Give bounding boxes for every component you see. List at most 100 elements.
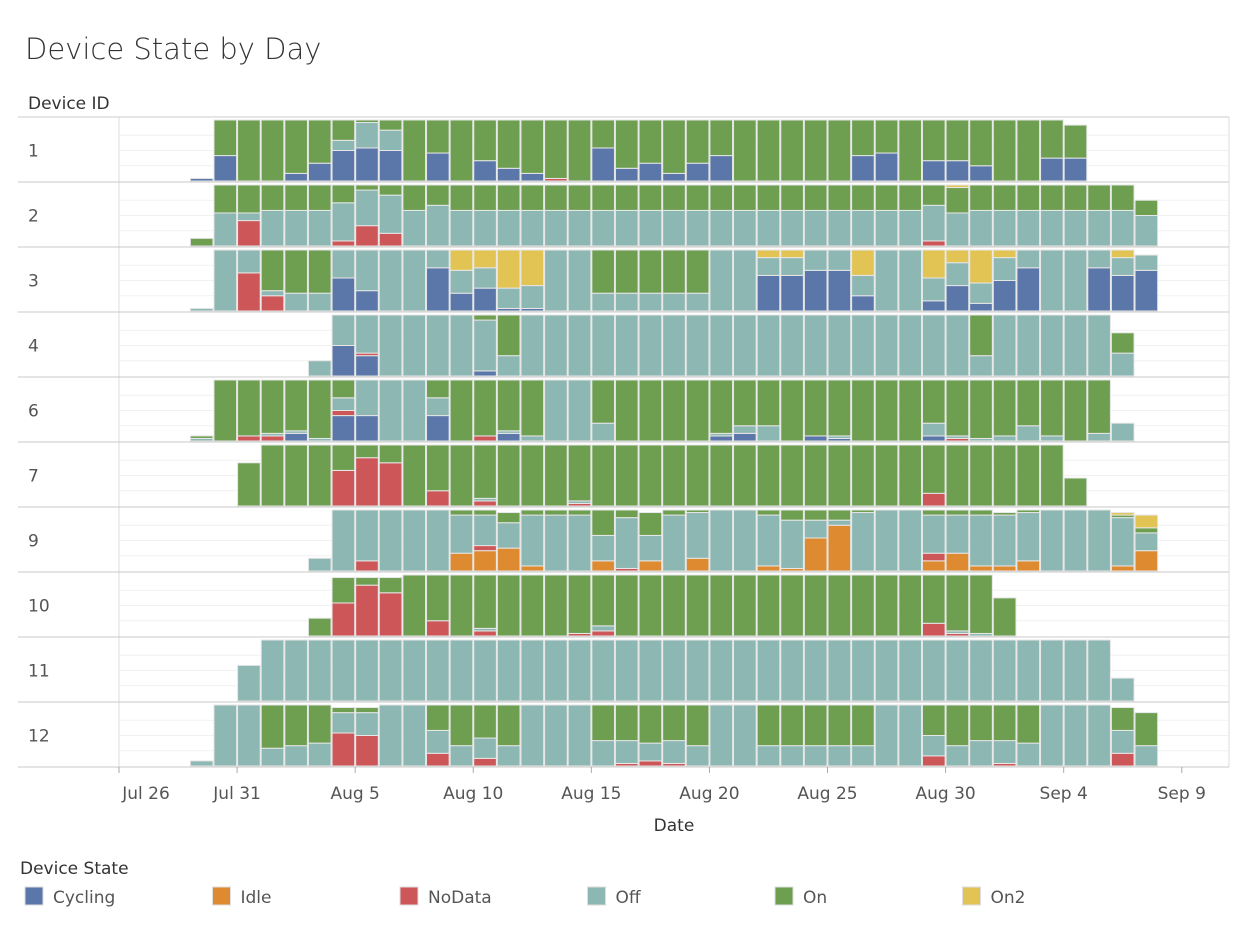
bar-segment: [945, 704, 970, 747]
bar-segment: [307, 444, 332, 507]
bar-segment: [567, 379, 592, 442]
bar-segment: [1110, 184, 1135, 211]
facet-label: 6: [28, 402, 39, 422]
bar-segment: [662, 514, 686, 572]
bar-segment: [307, 292, 332, 312]
x-tick-label: Aug 10: [443, 784, 503, 804]
bar-segment: [945, 552, 970, 572]
bar-segment: [591, 509, 615, 536]
bar-segment: [520, 704, 545, 767]
bar-segment: [969, 165, 993, 182]
bar-segment: [331, 410, 356, 417]
bar-segment: [733, 639, 757, 702]
bar-segment: [496, 639, 521, 702]
bar-segment: [638, 162, 663, 182]
bar-segment: [945, 379, 970, 437]
bar-segment: [449, 704, 474, 747]
bar-segment: [213, 379, 238, 442]
bar-segment: [969, 184, 993, 211]
bar-segment: [213, 119, 238, 157]
bar-segment: [685, 162, 710, 182]
bar-segment: [426, 249, 450, 269]
bar-segment: [898, 574, 922, 637]
bar-segment: [945, 184, 970, 189]
bar-segment: [1040, 444, 1064, 507]
bar-segment: [1087, 314, 1111, 377]
bar-segment: [614, 119, 639, 169]
bar-segment: [921, 249, 946, 279]
bar-segment: [709, 704, 734, 767]
bar-segment: [874, 509, 899, 572]
bar-segment: [638, 379, 663, 442]
bar-segment: [1016, 314, 1041, 377]
legend-swatch: [962, 886, 981, 906]
bar-segment: [1087, 267, 1111, 312]
bar-segment: [331, 240, 356, 247]
bar-segment: [496, 512, 521, 524]
bar-segment: [496, 574, 521, 637]
bar-segment: [1040, 249, 1064, 312]
bar-segment: [733, 314, 757, 377]
bar-segment: [945, 285, 970, 312]
bar-segment: [355, 184, 379, 191]
bar-segment: [307, 704, 332, 744]
bar-segment: [638, 444, 663, 507]
bar-segment: [1134, 712, 1159, 747]
bar-segment: [1134, 199, 1159, 216]
legend-swatch: [774, 886, 794, 906]
bar-segment: [520, 172, 545, 182]
bar-segment: [945, 160, 970, 182]
bar-segment: [756, 379, 781, 427]
bar-segment: [449, 292, 474, 312]
legend-title: Device State: [20, 859, 129, 879]
bar-segment: [733, 209, 757, 247]
bar-segment: [213, 249, 238, 312]
bar-segment: [638, 209, 663, 247]
facet-label: 3: [28, 272, 39, 292]
bar-segment: [1134, 527, 1159, 534]
bar-segment: [756, 257, 781, 276]
bar-segment: [213, 184, 238, 214]
bar-segment: [614, 314, 639, 377]
bar-segment: [733, 249, 757, 312]
bar-segment: [307, 742, 332, 767]
bar-segment: [284, 209, 308, 247]
bar-segment: [756, 444, 781, 507]
bar-segment: [544, 639, 568, 702]
bar-segment: [709, 155, 734, 182]
bar-segment: [473, 550, 497, 572]
bar-segment: [260, 639, 285, 702]
bar-segment: [992, 184, 1017, 211]
bar-segment: [898, 209, 922, 247]
bar-segment: [898, 119, 922, 182]
bar-segment: [945, 262, 970, 287]
bar-segment: [331, 639, 356, 702]
bar-segment: [1040, 379, 1064, 437]
bar-segment: [260, 747, 285, 767]
bar-segment: [189, 435, 214, 439]
bar-segment: [614, 574, 639, 637]
bar-segment: [827, 184, 852, 211]
bar-segment: [520, 509, 545, 516]
bar-segment: [496, 119, 521, 169]
bar-segment: [1063, 704, 1088, 767]
bar-segment: [1016, 512, 1041, 562]
bar-segment: [496, 184, 521, 211]
bar-segment: [1110, 677, 1135, 702]
bar-segment: [921, 314, 946, 377]
bar-segment: [284, 119, 308, 174]
bar-segment: [213, 212, 238, 247]
bar-segment: [473, 545, 497, 552]
bar-segment: [945, 745, 970, 767]
bar-segment: [496, 522, 521, 549]
bar-segment: [355, 122, 379, 149]
bar-segment: [355, 457, 379, 507]
bar-segment: [733, 444, 757, 507]
bar-segment: [1040, 435, 1064, 442]
bar-segment: [709, 184, 734, 211]
facet-label: 4: [28, 337, 39, 357]
legend-label: Off: [616, 888, 642, 908]
bar-segment: [473, 500, 497, 507]
bar-segment: [614, 167, 639, 182]
bar-segment: [874, 704, 899, 767]
